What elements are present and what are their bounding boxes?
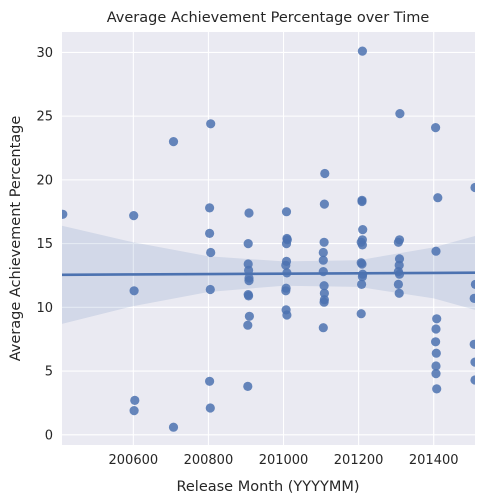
data-point — [130, 395, 140, 405]
data-point — [320, 168, 330, 179]
x-axis-label: Release Month (YYYYMM) — [176, 479, 359, 495]
y-tick-label: 20 — [36, 173, 53, 188]
data-point — [129, 286, 139, 296]
data-point — [281, 207, 292, 217]
data-point — [393, 237, 403, 247]
data-point — [356, 258, 366, 268]
data-point — [318, 267, 328, 277]
data-point — [168, 422, 179, 432]
data-point — [243, 239, 253, 249]
data-point — [318, 255, 328, 265]
data-point — [431, 337, 441, 347]
y-axis-label: Average Achievement Percentage — [8, 116, 24, 362]
regression-line-path — [61, 271, 476, 277]
y-tick-labels: 0 5 10 15 20 25 30 — [36, 46, 53, 443]
data-point — [281, 260, 291, 270]
data-point — [244, 311, 254, 321]
data-point — [431, 361, 441, 371]
data-point — [433, 193, 443, 203]
y-tick-label: 25 — [36, 110, 53, 125]
data-point — [357, 240, 367, 250]
data-point — [244, 291, 254, 301]
data-point — [394, 288, 404, 298]
y-tick-label: 0 — [45, 428, 53, 443]
y-tick-label: 5 — [45, 365, 53, 380]
plot-background — [62, 32, 475, 445]
data-point — [318, 247, 328, 258]
data-point — [469, 339, 475, 349]
data-point — [62, 209, 68, 219]
x-tick-label: 200600 — [109, 453, 159, 468]
data-point — [470, 182, 475, 193]
data-point — [206, 119, 216, 129]
data-point — [470, 279, 475, 289]
data-point — [205, 403, 215, 413]
data-point — [168, 137, 179, 147]
grid-lines — [62, 32, 475, 445]
data-point — [129, 406, 139, 416]
data-point — [282, 235, 292, 245]
data-point — [281, 286, 291, 296]
data-point — [205, 376, 215, 386]
data-point — [470, 357, 475, 367]
y-tick-label: 10 — [36, 301, 53, 316]
x-tick-label: 201400 — [409, 453, 459, 468]
data-point — [206, 247, 216, 258]
chart-title: Average Achievement Percentage over Time — [107, 10, 430, 26]
data-point — [469, 293, 475, 303]
data-point — [431, 348, 441, 358]
data-point — [319, 281, 329, 291]
data-point — [129, 211, 139, 221]
data-point — [205, 203, 215, 213]
data-point — [431, 324, 441, 334]
data-point — [205, 284, 215, 295]
data-point — [356, 309, 366, 319]
data-point — [243, 381, 253, 391]
data-point — [357, 196, 367, 207]
regression-line — [61, 271, 476, 277]
data-point — [205, 228, 215, 238]
data-point — [432, 314, 442, 324]
data-point — [319, 297, 329, 307]
data-point — [282, 310, 292, 320]
x-tick-label: 201200 — [334, 453, 384, 468]
data-point — [319, 288, 329, 298]
data-point — [243, 320, 253, 330]
data-point — [244, 276, 254, 286]
y-tick-label: 15 — [36, 237, 53, 252]
data-point — [431, 369, 441, 379]
data-point — [470, 375, 475, 385]
data-point — [431, 246, 441, 256]
data-point — [244, 208, 254, 218]
data-point — [393, 279, 403, 289]
data-point — [431, 123, 441, 133]
data-point — [358, 225, 368, 235]
data-point — [319, 199, 329, 209]
data-point — [318, 323, 328, 333]
data-point — [395, 109, 405, 119]
x-tick-label: 200800 — [184, 453, 234, 468]
data-point — [319, 237, 329, 247]
y-tick-label: 30 — [36, 46, 53, 61]
x-tick-labels: 200600 200800 201000 201200 201400 — [109, 453, 459, 468]
x-tick-label: 201000 — [259, 453, 309, 468]
data-point — [357, 279, 367, 289]
data-point — [357, 46, 367, 56]
data-point — [432, 384, 442, 394]
